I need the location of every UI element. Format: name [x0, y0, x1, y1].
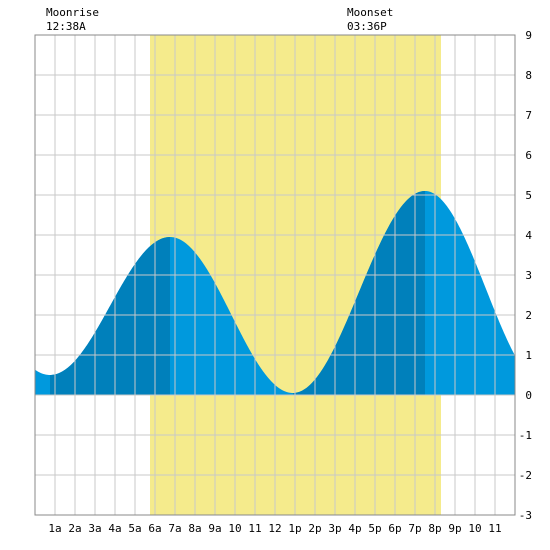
moonrise-label: Moonrise [46, 6, 99, 19]
moonrise-time: 12:38A [46, 20, 86, 33]
x-tick-label: 10 [228, 522, 241, 535]
x-tick-label: 11 [248, 522, 261, 535]
y-tick-label: 6 [525, 149, 532, 162]
tide-rising-band-2 [293, 191, 425, 395]
tide-rising-band-1 [50, 237, 170, 395]
y-tick-label: 9 [525, 29, 532, 42]
y-tick-label: 0 [525, 389, 532, 402]
y-tick-label: 5 [525, 189, 532, 202]
x-tick-label: 8p [428, 522, 441, 535]
x-tick-label: 7p [408, 522, 421, 535]
y-tick-labels: 9 8 7 6 5 4 3 2 1 0 -1 -2 -3 [519, 29, 533, 522]
x-tick-label: 6a [148, 522, 161, 535]
y-tick-label: -1 [519, 429, 532, 442]
y-tick-label: -3 [519, 509, 532, 522]
plot-frame [34, 34, 516, 516]
moonset-time: 03:36P [347, 20, 387, 33]
x-tick-label: 4a [108, 522, 121, 535]
x-tick-label: 1a [48, 522, 61, 535]
y-tick-label: 2 [525, 309, 532, 322]
y-tick-label: 7 [525, 109, 532, 122]
moonset-label: Moonset [347, 6, 393, 19]
x-tick-label: 3p [328, 522, 341, 535]
x-tick-label: 11 [488, 522, 501, 535]
x-tick-label: 5p [368, 522, 381, 535]
x-tick-label: 12 [268, 522, 281, 535]
x-tick-label: 8a [188, 522, 201, 535]
y-tick-label: 4 [525, 229, 532, 242]
x-tick-label: 7a [168, 522, 181, 535]
x-tick-label: 9p [448, 522, 461, 535]
y-tick-label: 8 [525, 69, 532, 82]
y-tick-label: 1 [525, 349, 532, 362]
x-tick-label: 9a [208, 522, 221, 535]
x-tick-label: 6p [388, 522, 401, 535]
x-tick-label: 10 [468, 522, 481, 535]
y-tick-label: -2 [519, 469, 532, 482]
y-tick-label: 3 [525, 269, 532, 282]
x-tick-label: 5a [128, 522, 141, 535]
x-tick-label: 2a [68, 522, 81, 535]
x-tick-label: 3a [88, 522, 101, 535]
x-tick-label: 1p [288, 522, 301, 535]
x-tick-labels: 1a 2a 3a 4a 5a 6a 7a 8a 9a 10 11 12 1p 2p 3p 4p 5p 6p 7p 8p… [48, 522, 501, 535]
x-tick-label: 4p [348, 522, 361, 535]
grid-layer [35, 35, 515, 515]
x-tick-label: 2p [308, 522, 321, 535]
